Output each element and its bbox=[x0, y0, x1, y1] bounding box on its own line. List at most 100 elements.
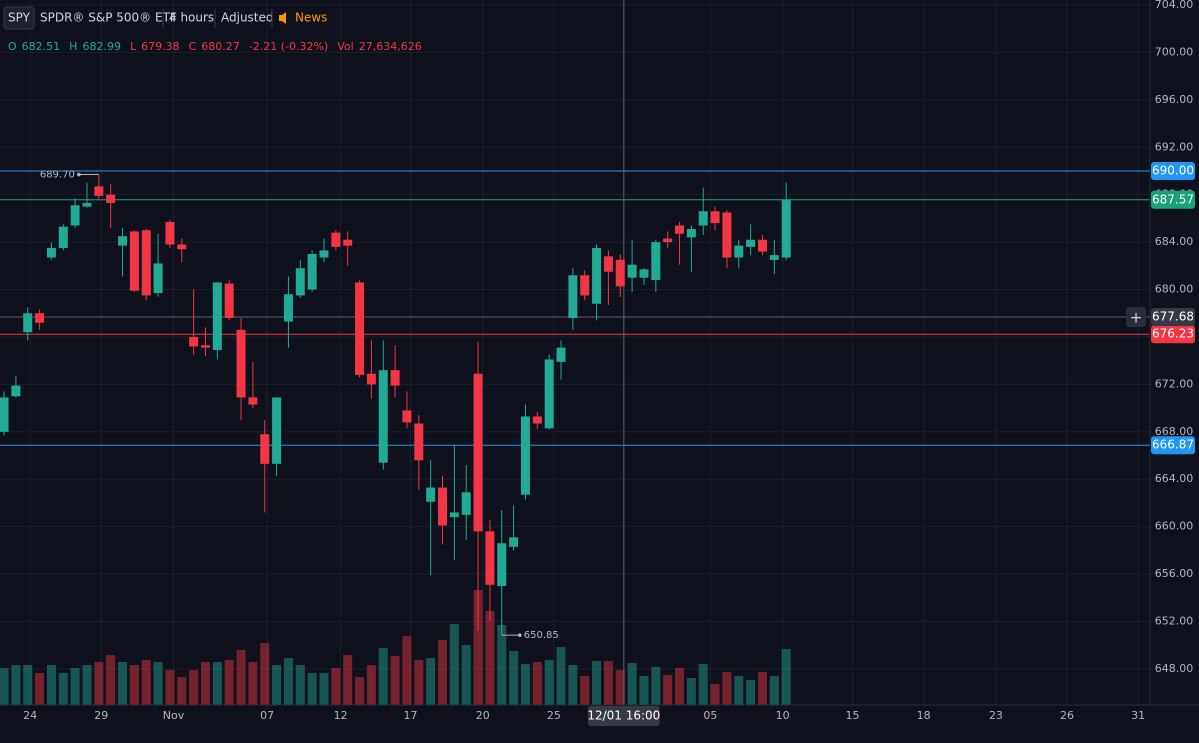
volume-bar bbox=[106, 655, 116, 705]
candle-body bbox=[414, 423, 424, 461]
volume-bar bbox=[129, 665, 139, 705]
candle bbox=[390, 345, 400, 398]
candle-body bbox=[260, 434, 270, 464]
candle-body bbox=[580, 275, 590, 296]
add-button-icon[interactable]: + bbox=[1130, 309, 1143, 327]
volume-bar bbox=[295, 665, 305, 705]
y-tick-label: 696.00 bbox=[1155, 93, 1194, 106]
x-tick-label: 26 bbox=[1060, 709, 1074, 722]
volume-bar bbox=[189, 669, 199, 705]
candle bbox=[153, 233, 163, 297]
instrument-name: SPDR® S&P 500® ETF bbox=[40, 11, 177, 25]
x-tick-label: 15 bbox=[846, 709, 860, 722]
price-label: 687.57 bbox=[1152, 192, 1194, 206]
volume-pane bbox=[0, 590, 791, 705]
candle-body bbox=[272, 397, 282, 464]
candle-body bbox=[461, 492, 471, 515]
candle-body bbox=[200, 345, 210, 348]
crosshair-y-label: 677.68 bbox=[1152, 310, 1194, 324]
candle-body bbox=[663, 238, 673, 243]
candle bbox=[520, 404, 530, 500]
adjusted[interactable]: Adjusted bbox=[221, 11, 274, 25]
symbol-box[interactable] bbox=[3, 6, 35, 30]
candle bbox=[70, 198, 80, 228]
candle-body bbox=[295, 268, 305, 296]
candle bbox=[663, 231, 673, 249]
candle-body bbox=[651, 242, 661, 281]
x-tick-label: 12 bbox=[334, 709, 348, 722]
x-tick-label: 07 bbox=[260, 709, 274, 722]
volume-bar bbox=[200, 661, 210, 705]
volume-bar bbox=[734, 676, 744, 705]
x-tick-label: Nov bbox=[163, 709, 185, 722]
candle bbox=[414, 415, 424, 490]
candle-body bbox=[378, 370, 388, 463]
volume-bar bbox=[343, 655, 353, 705]
candle-body bbox=[319, 250, 329, 258]
volume-bar bbox=[177, 677, 187, 705]
x-tick-label: 25 bbox=[547, 709, 561, 722]
legend-key: L bbox=[130, 40, 137, 53]
volume-bar bbox=[757, 671, 767, 705]
crosshair-y-box bbox=[1151, 308, 1195, 327]
symbol[interactable]: SPY bbox=[8, 11, 31, 25]
candle bbox=[746, 224, 756, 256]
candle bbox=[319, 238, 329, 263]
candle bbox=[615, 254, 625, 297]
candle bbox=[0, 391, 9, 436]
candle bbox=[260, 419, 270, 513]
candle bbox=[710, 206, 720, 231]
candle bbox=[248, 361, 258, 409]
volume-bar bbox=[366, 665, 376, 705]
volume-bar bbox=[520, 664, 530, 705]
candle bbox=[46, 242, 56, 260]
axes: 648.00 652.00 656.00 660.00 664.00 668.00 672.… bbox=[0, 0, 1199, 726]
news[interactable]: News bbox=[295, 11, 327, 25]
y-tick-label: 664.00 bbox=[1155, 472, 1194, 485]
volume-bar bbox=[319, 672, 329, 705]
volume-bar bbox=[438, 639, 448, 705]
candle bbox=[378, 340, 388, 470]
legend-value: 680.27 bbox=[201, 40, 240, 53]
legend-key: O bbox=[8, 40, 17, 53]
volume-bar bbox=[639, 676, 649, 705]
interval[interactable]: 4 hours bbox=[169, 11, 214, 25]
volume-bar bbox=[509, 650, 519, 705]
y-tick-label: 672.00 bbox=[1155, 377, 1194, 390]
annotation-dot bbox=[77, 172, 81, 177]
candle bbox=[603, 250, 613, 305]
candle bbox=[35, 309, 45, 330]
candle-body bbox=[402, 410, 412, 423]
volume-bar bbox=[556, 647, 566, 705]
candle-body bbox=[82, 202, 92, 207]
candle bbox=[141, 229, 151, 301]
crosshair-x-box bbox=[587, 706, 660, 726]
annotation-label: 689.70 bbox=[40, 170, 75, 181]
candle bbox=[449, 444, 459, 560]
candle bbox=[757, 235, 767, 256]
volume-bar bbox=[627, 662, 637, 705]
volume-bar bbox=[544, 659, 554, 705]
candle bbox=[402, 391, 412, 429]
candle-body bbox=[129, 231, 139, 291]
candle bbox=[307, 250, 317, 292]
candle bbox=[556, 340, 566, 380]
y-tick-label: 668.00 bbox=[1155, 425, 1194, 438]
candle-body bbox=[556, 347, 566, 362]
annotation-dot bbox=[517, 633, 522, 637]
candle-body bbox=[520, 416, 530, 495]
candle bbox=[639, 268, 649, 285]
annotation-label: 650.85 bbox=[524, 630, 559, 641]
legend: O 682.51 H 682.99 L 679.38 C 680.27 -2.21 (-0.32… bbox=[8, 40, 422, 53]
volume-bar bbox=[141, 659, 151, 705]
candle bbox=[734, 239, 744, 269]
volume-bar bbox=[70, 668, 80, 705]
volume-bar bbox=[212, 661, 222, 705]
candle bbox=[272, 397, 282, 476]
candle-body bbox=[307, 253, 317, 290]
x-tick-label: 23 bbox=[989, 709, 1003, 722]
add-button[interactable] bbox=[1126, 307, 1146, 328]
news-icon[interactable] bbox=[279, 12, 286, 24]
candle-body bbox=[224, 283, 234, 318]
candle-body bbox=[675, 225, 685, 234]
